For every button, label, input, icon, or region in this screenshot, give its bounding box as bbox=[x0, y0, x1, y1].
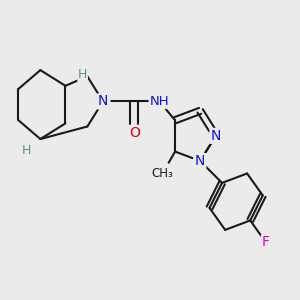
Text: O: O bbox=[129, 126, 140, 140]
Text: N: N bbox=[211, 129, 221, 143]
Text: H: H bbox=[22, 143, 31, 157]
Circle shape bbox=[96, 94, 110, 108]
Circle shape bbox=[152, 163, 173, 184]
Circle shape bbox=[128, 126, 141, 140]
Text: F: F bbox=[262, 236, 270, 249]
Text: N: N bbox=[195, 154, 205, 168]
Circle shape bbox=[151, 93, 168, 110]
Circle shape bbox=[193, 154, 207, 168]
Text: CH₃: CH₃ bbox=[152, 167, 173, 180]
Circle shape bbox=[259, 236, 273, 249]
Circle shape bbox=[209, 129, 223, 143]
Text: NH: NH bbox=[150, 95, 169, 108]
Text: N: N bbox=[98, 94, 108, 108]
Text: H: H bbox=[78, 68, 87, 81]
